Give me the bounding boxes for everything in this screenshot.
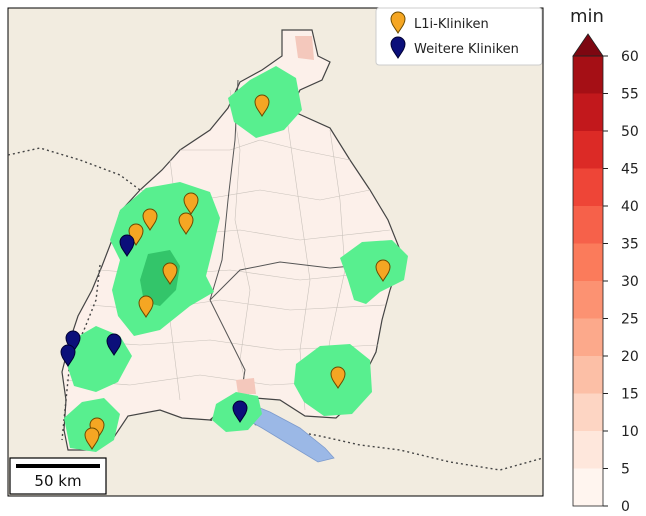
colorbar-segment [573, 206, 603, 244]
colorbar-segment [573, 281, 603, 319]
colorbar-tick-label: 0 [621, 499, 630, 515]
colorbar: min 0 5 10 15 20 25 30 35 40 45 50 55 60 [570, 6, 639, 515]
colorbar-tick-label: 50 [621, 124, 639, 140]
scale-bar: 50 km [9, 457, 107, 495]
colorbar-segment [573, 93, 603, 131]
colorbar-tick-label: 35 [621, 237, 639, 253]
colorbar-segment [573, 356, 603, 394]
colorbar-tick-label: 10 [621, 424, 639, 440]
colorbar-tick-label: 60 [621, 49, 639, 65]
colorbar-tick-label: 20 [621, 349, 639, 365]
colorbar-segment [573, 393, 603, 431]
colorbar-tick-label: 25 [621, 312, 639, 328]
colorbar-tick-label: 15 [621, 387, 639, 403]
colorbar-tick-label: 30 [621, 274, 639, 290]
colorbar-segment [573, 318, 603, 356]
legend-label-other: Weitere Kliniken [414, 42, 519, 57]
colorbar-segment [573, 56, 603, 94]
colorbar-tick-label: 45 [621, 162, 639, 178]
colorbar-tick-label: 55 [621, 87, 639, 103]
colorbar-unit-label: min [570, 6, 604, 27]
legend-label-l1i: L1i-Kliniken [414, 17, 489, 32]
colorbar-segment [573, 431, 603, 469]
legend: L1i-Kliniken Weitere Kliniken [375, 7, 543, 66]
colorbar-tick-label: 5 [621, 462, 630, 478]
scale-bar-label: 50 km [34, 472, 81, 490]
state-outline [61, 29, 403, 451]
colorbar-tick-label: 40 [621, 199, 639, 215]
colorbar-segment [573, 243, 603, 281]
colorbar-segment [573, 168, 603, 206]
colorbar-extend-arrow [572, 33, 604, 57]
colorbar-segment [573, 468, 603, 506]
colorbar-segment [573, 131, 603, 169]
